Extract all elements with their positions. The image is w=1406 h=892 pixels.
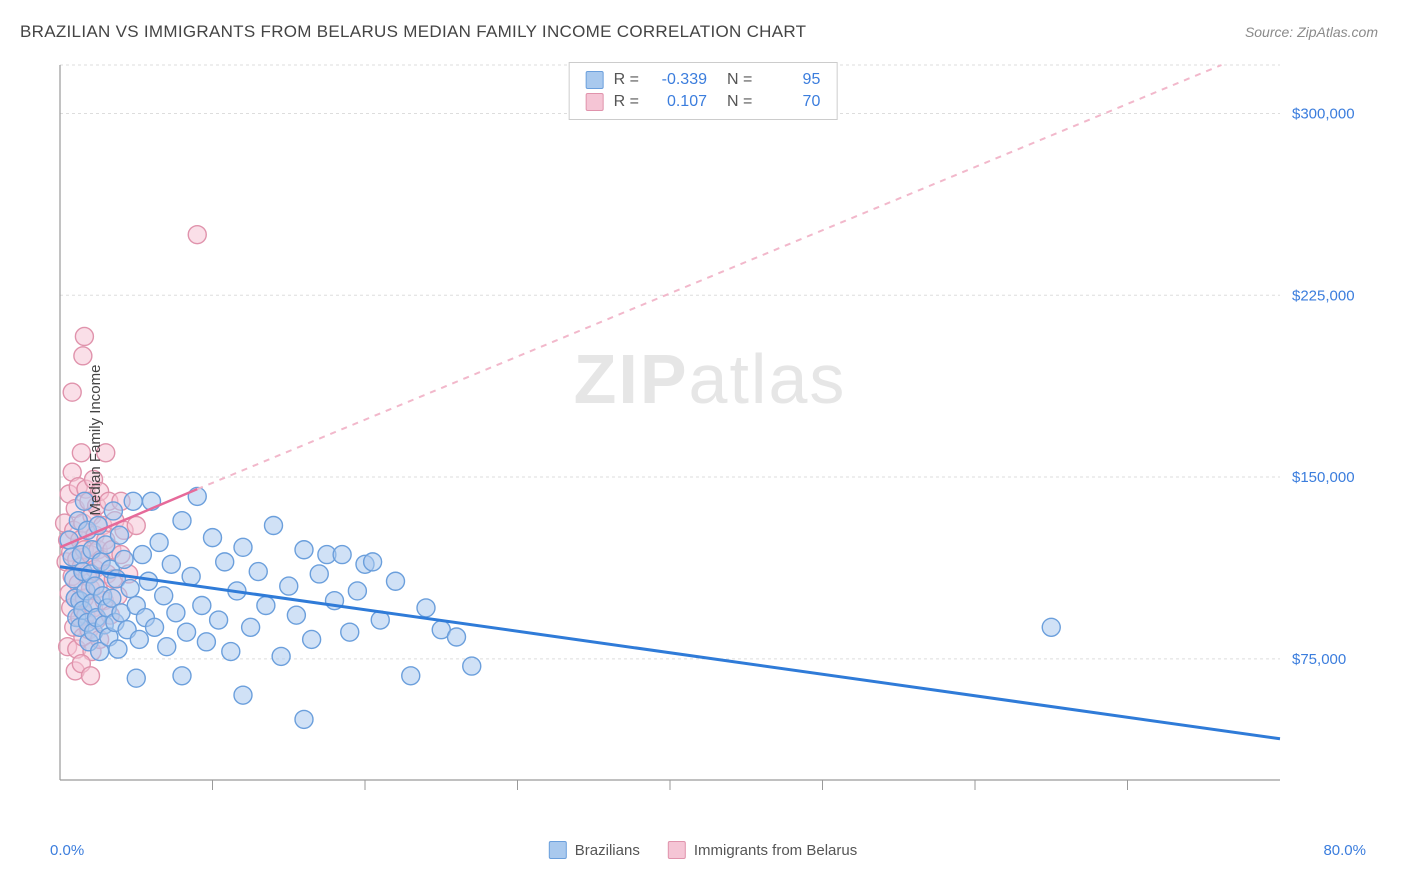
svg-text:$225,000: $225,000 xyxy=(1292,287,1355,304)
legend-row-belarus: R = 0.107 N = 70 xyxy=(586,91,821,113)
legend-swatch-belarus xyxy=(586,93,604,111)
legend-label: Immigrants from Belarus xyxy=(694,842,857,859)
legend-item-belarus: Immigrants from Belarus xyxy=(668,841,857,859)
legend-row-brazilians: R = -0.339 N = 95 xyxy=(586,69,821,91)
scatter-plot-svg: $75,000 $150,000 $225,000 $300,000 xyxy=(50,60,1370,820)
chart-title: BRAZILIAN VS IMMIGRANTS FROM BELARUS MED… xyxy=(20,22,806,42)
series-legend: Brazilians Immigrants from Belarus xyxy=(549,841,857,859)
svg-text:$150,000: $150,000 xyxy=(1292,469,1355,486)
svg-text:$300,000: $300,000 xyxy=(1292,105,1355,122)
legend-swatch-icon xyxy=(549,841,567,859)
legend-item-brazilians: Brazilians xyxy=(549,841,640,859)
legend-r-value: 0.107 xyxy=(649,93,707,111)
source-attribution: Source: ZipAtlas.com xyxy=(1245,24,1378,40)
x-axis-max: 80.0% xyxy=(1323,842,1366,859)
legend-swatch-icon xyxy=(668,841,686,859)
legend-n-value: 95 xyxy=(762,71,820,89)
legend-swatch-brazilians xyxy=(586,71,604,89)
legend-r-label: R = xyxy=(614,71,639,89)
legend-n-label: N = xyxy=(727,71,752,89)
plot-area: Median Family Income $75,000 $150,000 $225… xyxy=(50,60,1370,820)
legend-r-value: -0.339 xyxy=(649,71,707,89)
x-axis-min: 0.0% xyxy=(50,842,84,859)
legend-n-value: 70 xyxy=(762,93,820,111)
y-axis-label: Median Family Income xyxy=(87,365,104,516)
svg-text:$75,000: $75,000 xyxy=(1292,651,1346,668)
legend-n-label: N = xyxy=(727,93,752,111)
correlation-legend: R = -0.339 N = 95 R = 0.107 N = 70 xyxy=(569,62,838,120)
legend-r-label: R = xyxy=(614,93,639,111)
legend-label: Brazilians xyxy=(575,842,640,859)
